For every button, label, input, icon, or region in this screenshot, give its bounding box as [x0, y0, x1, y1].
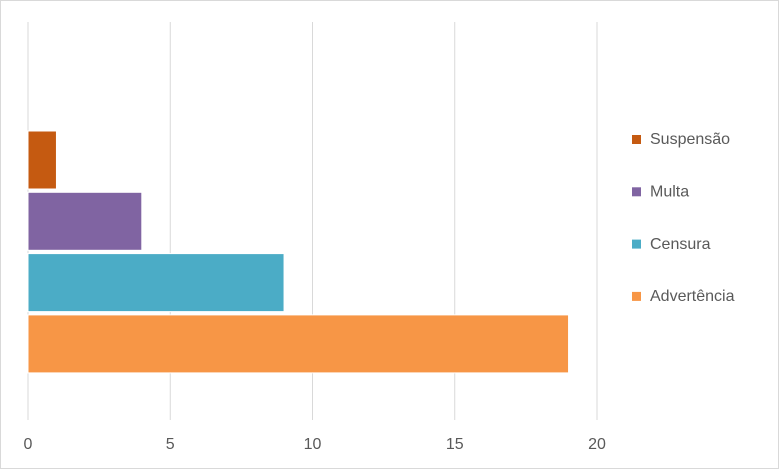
x-tick-label: 15: [446, 436, 464, 453]
legend-swatch: [632, 239, 641, 249]
legend-swatch: [632, 187, 641, 197]
legend-label: Multa: [650, 184, 689, 201]
x-tick-label: 20: [588, 436, 606, 453]
x-tick-label: 0: [24, 436, 33, 453]
bar: [27, 191, 143, 251]
legend-swatch: [632, 135, 641, 144]
bar: [27, 130, 57, 190]
legend-label: Censura: [650, 236, 711, 253]
legend-label: Advertência: [650, 288, 735, 305]
x-tick-label: 10: [304, 436, 322, 453]
x-tick-label: 5: [166, 436, 175, 453]
legend-swatch: [632, 291, 641, 301]
legend-label: Suspensão: [650, 131, 730, 148]
bar: [27, 253, 285, 313]
bar: [27, 314, 570, 374]
